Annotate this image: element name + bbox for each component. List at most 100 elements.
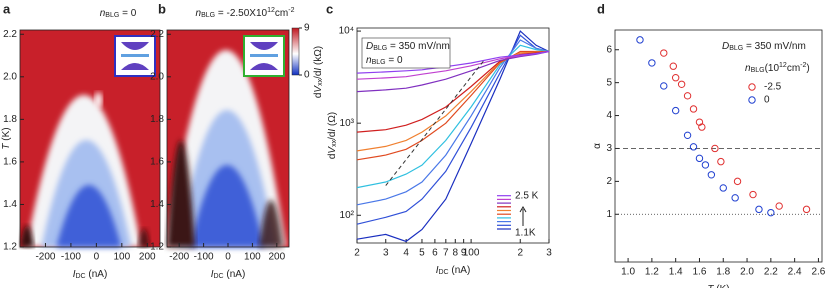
x-tick-label: 1.8 [716,267,730,278]
data-point [802,205,811,214]
x-tick-label: 0 [94,252,100,263]
legend-label: 0 [764,95,770,106]
inset-icon [121,42,149,50]
data-line [356,50,550,93]
x-axis-label-part: (K) [714,284,730,288]
x-tick-label: 100 [113,252,130,263]
x-tick-label: 200 [139,252,156,263]
legend-title-part: BLG [729,45,743,52]
x-tick-label: 1.6 [693,267,707,278]
data-point [755,205,763,214]
guide-line [385,60,485,186]
data-point [711,144,719,153]
data-point [698,123,706,131]
legend-text: DBLG = 350 mV/nm [366,41,450,52]
panel-title: nBLG = -2.50X1012cm-2 [196,7,295,19]
inset-icon [250,54,278,57]
data-point [733,177,742,186]
legend-box [361,37,451,69]
panel-title-part: = 0 [119,8,136,19]
colorbar-label-part: /d [313,71,324,79]
heatmap-region [167,140,195,247]
x-axis-label-part: T [707,284,714,288]
legend-arrow [519,206,527,226]
panel-title-part: BLG [105,12,119,19]
data-point [767,208,775,217]
y-axis-label-part: α [592,143,603,149]
x-tick-label: -100 [194,252,214,263]
x-tick-label: 100 [244,252,261,263]
legend-text-part: = 0 [386,55,403,66]
legend-text-part: = 350 mV/nm [387,41,450,52]
y-axis-label-part: V [327,146,338,154]
x-tick-label: 8 [453,248,459,259]
data-point [731,194,739,202]
legend-title-part: (10 [765,63,780,74]
data-line [356,34,550,225]
x-tick-label: 3 [546,248,552,259]
legend-text-part: n [366,55,372,66]
legend-title-part: BLG [751,67,765,74]
legend-text: 1.1K [515,228,536,239]
data-point [683,131,692,140]
data-line [356,44,550,189]
y-axis-label-part: xx [331,139,338,147]
x-tick-label: 100 [463,248,480,259]
panel-title-part: -2 [288,7,294,14]
data-point [719,184,727,192]
data-line [356,30,550,243]
x-tick-label: 4 [403,248,409,259]
x-tick-label: 1.4 [669,267,683,278]
inset-icon [250,63,278,70]
legend-title-part: 12 [779,62,787,69]
legend-title-part: D [722,41,729,52]
x-axis-label-part: DC [75,273,85,280]
x-tick-label: 1.0 [621,267,635,278]
data-point [671,106,680,115]
colorbar-label-part: I [313,68,324,71]
data-line [356,50,550,133]
colorbar-label: dVxx/dI (kΩ) [313,46,324,98]
heatmap-region [190,165,264,247]
legend-label: -2.5 [764,82,782,93]
x-axis-label: T (K) [707,284,729,288]
data-line [356,39,550,206]
x-tick-label: 5 [419,248,425,259]
x-axis-label-part: DC [438,269,448,276]
heatmap [20,30,160,247]
data-line [356,50,550,152]
heatmap-region [20,225,34,247]
x-tick-label: 9 [461,248,467,259]
y-tick-label: 10³ [340,118,355,129]
y-axis-label: T (K) [1,127,12,149]
x-tick-label: -100 [61,252,81,263]
colorbar [291,27,300,76]
y-tick-label: 1.8 [150,114,164,125]
panel-label: c [326,1,333,16]
y-tick-label: 1 [606,209,612,220]
colorbar-label-part: d [313,93,324,99]
data-point [689,105,698,113]
y-tick-label: 1.6 [150,157,164,168]
inset-icon [121,54,149,57]
x-tick-label: -200 [35,252,55,263]
y-tick-label: 6 [606,44,612,55]
x-tick-label: 3 [383,248,389,259]
plot-frame [19,29,161,248]
x-axis-label: IDC (nA) [436,265,471,276]
y-axis-label-part: (Ω) [327,112,338,129]
y-axis-label: α [592,143,603,149]
x-axis-label: IDC (nA) [73,269,108,280]
data-point [636,36,644,44]
data-point [689,143,698,151]
inset-icon [250,42,278,50]
x-tick-label: -200 [169,252,189,263]
colorbar-label-part: xx [317,78,324,86]
y-tick-label: 1.6 [3,157,17,168]
y-tick-label: 1.8 [3,114,17,125]
x-tick-label: 7 [443,248,449,259]
legend-marker [748,83,756,91]
colorbar-label-part: (kΩ) [313,46,324,68]
y-tick-label: 2.2 [3,29,17,40]
